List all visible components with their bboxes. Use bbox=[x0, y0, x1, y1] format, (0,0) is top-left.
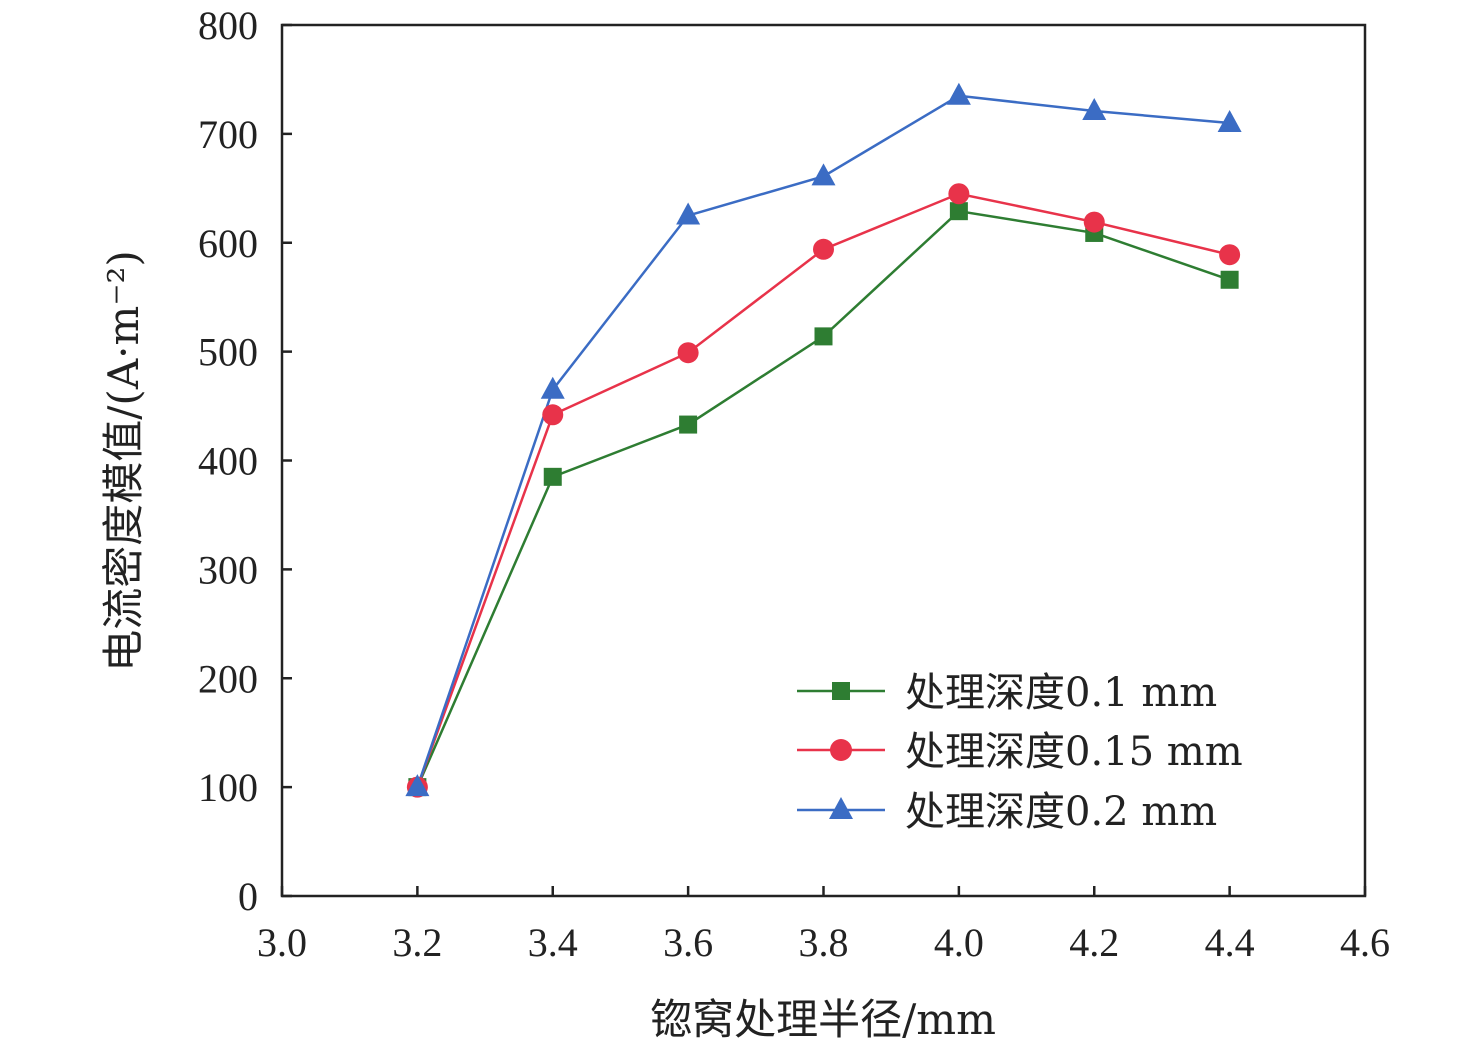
data-point-circle bbox=[677, 342, 699, 364]
x-tick-label: 4.0 bbox=[934, 920, 984, 965]
y-tick-label: 600 bbox=[198, 221, 258, 266]
legend-marker-0 bbox=[832, 682, 850, 700]
legend-item-0: 处理深度0.1 mm bbox=[797, 670, 1217, 716]
legend-label-1: 处理深度0.15 mm bbox=[905, 729, 1243, 775]
legend-marker-1 bbox=[830, 739, 852, 761]
y-tick-label: 100 bbox=[198, 765, 258, 810]
x-tick-label: 4.4 bbox=[1205, 920, 1255, 965]
legend-label-0: 处理深度0.1 mm bbox=[905, 670, 1217, 716]
series-layer bbox=[405, 82, 1242, 798]
data-point-circle bbox=[542, 404, 564, 426]
y-tick-label: 200 bbox=[198, 656, 258, 701]
data-point-triangle bbox=[676, 202, 701, 225]
legend: 处理深度0.1 mm 处理深度0.15 mm 处理深度0.2 mm bbox=[797, 670, 1243, 835]
y-axis-title: 电流密度模值/(A·m⁻²) bbox=[99, 250, 148, 671]
y-tick-label: 300 bbox=[198, 547, 258, 592]
data-point-square bbox=[679, 415, 698, 434]
data-point-circle bbox=[813, 238, 834, 260]
x-axis-title: 锪窝处理半径/mm bbox=[650, 995, 996, 1044]
data-point-triangle bbox=[1082, 98, 1107, 121]
x-axis-ticks: 3.0 3.2 3.4 3.6 3.8 4.0 4.2 4.4 4.6 bbox=[257, 886, 1390, 965]
y-tick-label: 500 bbox=[198, 330, 258, 375]
y-tick-label: 0 bbox=[238, 874, 258, 919]
data-point-triangle bbox=[811, 163, 836, 186]
data-point-square bbox=[543, 467, 562, 486]
x-tick-label: 3.4 bbox=[528, 920, 578, 965]
data-point-circle bbox=[1219, 244, 1241, 266]
data-point-square bbox=[814, 327, 833, 346]
data-point-circle bbox=[948, 183, 970, 205]
legend-label-2: 处理深度0.2 mm bbox=[905, 789, 1217, 835]
x-tick-label: 3.8 bbox=[799, 920, 849, 965]
x-tick-label: 3.0 bbox=[257, 920, 307, 965]
x-tick-label: 3.2 bbox=[392, 920, 442, 965]
data-point-circle bbox=[1083, 211, 1105, 233]
legend-item-1: 处理深度0.15 mm bbox=[797, 729, 1243, 775]
y-tick-label: 700 bbox=[198, 112, 258, 157]
data-point-triangle bbox=[1217, 109, 1242, 132]
data-point-square bbox=[1220, 270, 1239, 289]
legend-item-2: 处理深度0.2 mm bbox=[797, 789, 1217, 835]
data-point-triangle bbox=[540, 376, 565, 399]
data-point-square bbox=[949, 202, 968, 221]
data-point-triangle bbox=[946, 82, 971, 105]
y-axis-ticks: 0 100 200 300 400 500 600 700 800 bbox=[198, 3, 292, 919]
y-tick-label: 800 bbox=[198, 3, 258, 48]
x-tick-label: 4.6 bbox=[1340, 920, 1390, 965]
x-tick-label: 3.6 bbox=[663, 920, 713, 965]
x-tick-label: 4.2 bbox=[1069, 920, 1119, 965]
y-tick-label: 400 bbox=[198, 439, 258, 484]
data-point-triangle bbox=[405, 774, 430, 797]
legend-marker-2 bbox=[829, 797, 853, 819]
